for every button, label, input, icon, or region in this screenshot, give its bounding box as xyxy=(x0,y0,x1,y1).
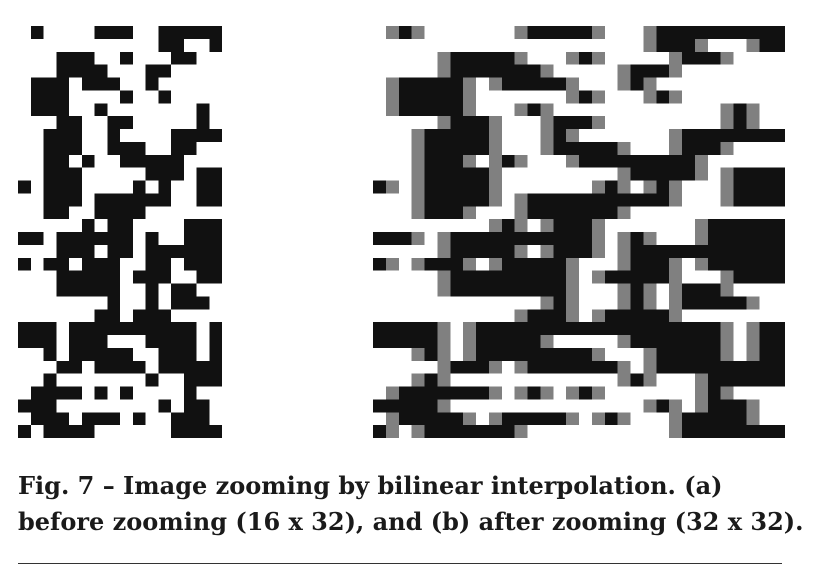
zoomed-pixel-grid xyxy=(373,26,785,438)
bottom-rule xyxy=(18,563,782,564)
zoomed-image-32x32 xyxy=(373,26,785,438)
original-image-16x32 xyxy=(18,26,222,438)
original-pixel-grid xyxy=(18,26,222,438)
figure-caption: Fig. 7 – Image zooming by bilinear inter… xyxy=(18,471,804,536)
